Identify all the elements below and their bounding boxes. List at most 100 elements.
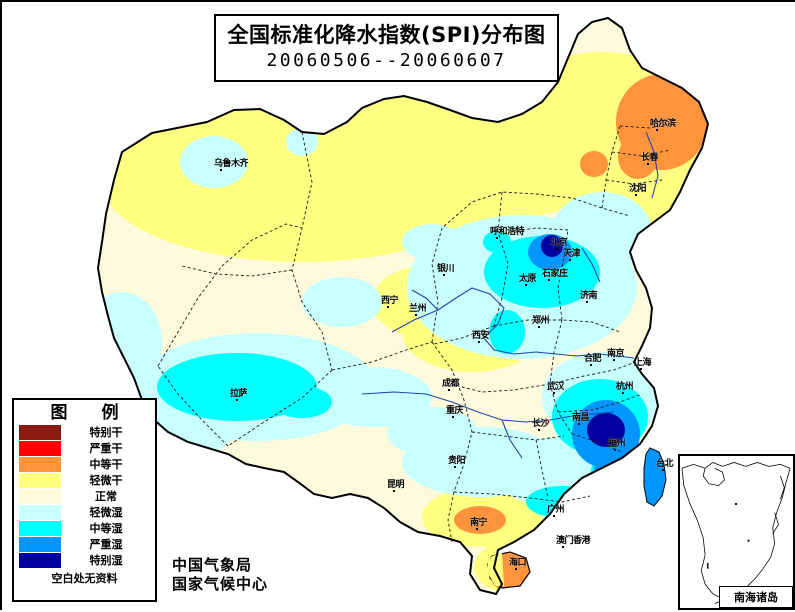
legend-rows: 特别干严重干中等干轻微干正常轻微湿中等湿 严重湿 特别湿 [14, 425, 155, 569]
city-dot [548, 279, 550, 281]
city-label: 银川 [437, 264, 455, 274]
city-label: 重庆 [446, 406, 464, 416]
legend-header: 图 例 [50, 403, 133, 423]
legend: 图 例 特别干严重干中等干轻微干正常轻微湿中等湿 严重湿 特别湿 空白处无资料 [12, 398, 157, 602]
city-dot [452, 416, 454, 418]
city-dot [556, 248, 558, 250]
city-label: 上海 [634, 358, 652, 368]
city-dot [538, 429, 540, 431]
city-dot [387, 306, 389, 308]
city-dot [635, 194, 637, 196]
city-label: 石家庄 [542, 269, 568, 279]
city-label: 福州 [608, 439, 626, 449]
city-dot [622, 392, 624, 394]
city-label: 合肥 [584, 354, 602, 364]
legend-color-swatch [19, 457, 61, 473]
attribution-line1: 中国气象局 [172, 556, 253, 574]
city-label: 郑州 [532, 316, 550, 326]
city-dot [640, 368, 642, 370]
city-label: 南宁 [470, 518, 488, 528]
city-label: 长沙 [532, 419, 550, 429]
taiwan-island [643, 447, 667, 507]
inset-map-svg [680, 456, 793, 608]
legend-item: 严重湿 [14, 537, 155, 553]
map-title-box: 全国标准化降水指数(SPI)分布图 20060506--20060607 [214, 14, 559, 82]
legend-item-label: 轻微干 [89, 474, 123, 488]
city-dot [443, 274, 445, 276]
legend-item-label: 特别湿 [89, 554, 123, 568]
city-label: 昆明 [387, 480, 405, 490]
city-label: 呼和浩特 [490, 227, 525, 237]
legend-color-swatch [19, 473, 61, 489]
city-dot [220, 169, 222, 171]
city-dot [478, 341, 480, 343]
legend-item: 特别干 [14, 425, 155, 441]
legend-item: 特别湿 [14, 553, 155, 569]
legend-color-swatch [19, 489, 61, 505]
legend-color-swatch [19, 537, 61, 553]
coastline-detail [497, 361, 659, 551]
legend-item-label: 正常 [95, 490, 117, 504]
city-dot [415, 314, 417, 316]
city-dot [578, 423, 580, 425]
inset-label: 南海诸岛 [719, 586, 793, 608]
city-label: 杭州 [616, 382, 634, 392]
legend-item: 轻微湿 [14, 505, 155, 521]
city-label: 天津 [563, 249, 581, 259]
city-dot [656, 129, 658, 131]
legend-item-label: 中等湿 [89, 522, 123, 536]
legend-item: 严重干 [14, 441, 155, 457]
city-label: 海口 [509, 558, 527, 568]
city-label: 西安 [472, 331, 490, 341]
city-dot [515, 568, 517, 570]
city-dot [614, 449, 616, 451]
city-label: 济南 [580, 291, 598, 301]
attribution: 中国气象局 国家气候中心 [172, 556, 268, 594]
legend-color-swatch [19, 425, 61, 441]
city-dot [393, 490, 395, 492]
hainan-island [487, 551, 531, 589]
city-label: 广州 [547, 505, 565, 515]
city-dot [448, 389, 450, 391]
city-label: 成都 [442, 379, 460, 389]
city-label: 哈尔滨 [650, 119, 676, 129]
page-title: 全国标准化降水指数(SPI)分布图 [227, 23, 546, 48]
city-label: 澳门香港 [556, 536, 591, 546]
legend-note: 空白处无资料 [51, 571, 118, 585]
legend-item: 中等干 [14, 457, 155, 473]
city-label: 乌鲁木齐 [214, 159, 249, 169]
city-label: 南昌 [572, 413, 590, 423]
city-dot [525, 284, 527, 286]
city-dot [553, 515, 555, 517]
city-dot [553, 392, 555, 394]
legend-item: 正常 [14, 489, 155, 505]
city-label: 北京 [550, 238, 568, 248]
city-dot [586, 301, 588, 303]
legend-item-label: 严重干 [89, 442, 123, 456]
city-label: 兰州 [409, 304, 427, 314]
south-china-sea-inset: 南海诸岛 [678, 454, 795, 610]
city-dot [476, 528, 478, 530]
legend-color-swatch [19, 441, 61, 457]
city-label: 南京 [607, 349, 625, 359]
rivers [361, 131, 659, 459]
city-label: 贵阳 [448, 456, 466, 466]
city-dot [496, 237, 498, 239]
city-label: 沈阳 [629, 184, 647, 194]
city-label: 太原 [519, 274, 537, 284]
city-dot [454, 466, 456, 468]
city-dot [569, 259, 571, 261]
legend-color-swatch [19, 553, 61, 569]
legend-item-label: 轻微湿 [89, 506, 123, 520]
city-label: 武汉 [547, 382, 565, 392]
city-dot [613, 359, 615, 361]
legend-item-label: 中等干 [89, 458, 123, 472]
city-label: 长春 [641, 153, 659, 163]
city-dot [562, 546, 564, 548]
legend-item-label: 特别干 [89, 426, 123, 440]
city-dot [236, 399, 238, 401]
city-dot [590, 364, 592, 366]
legend-item: 中等湿 [14, 521, 155, 537]
